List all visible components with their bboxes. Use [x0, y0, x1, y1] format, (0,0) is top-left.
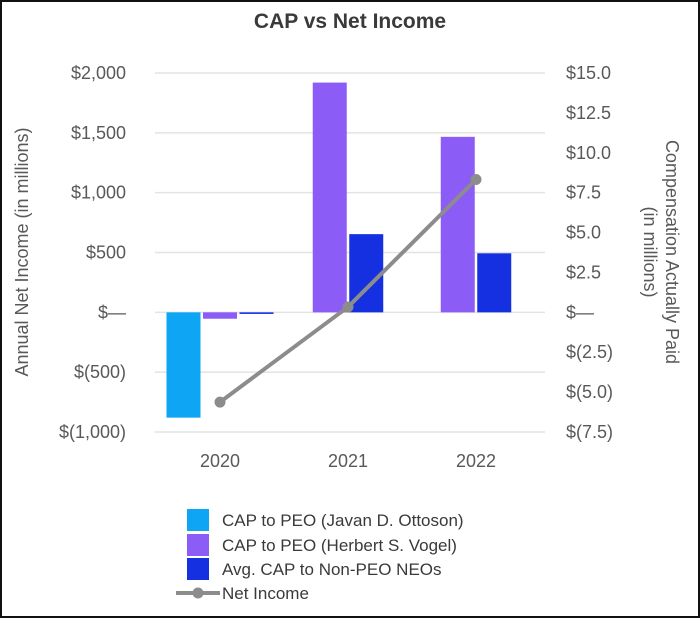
legend-swatch-avg-cap-to-non-peo-neos	[187, 558, 209, 580]
left-tick-label: $2,000	[71, 63, 126, 83]
left-tick-label: $—	[98, 302, 126, 322]
right-tick-label: $15.0	[566, 63, 611, 83]
x-tick-label: 2022	[456, 451, 496, 471]
x-tick-label: 2021	[328, 451, 368, 471]
bar-cap-to-peo-herbert-s-vogel-2020	[203, 312, 237, 319]
left-tick-label: $1,000	[71, 183, 126, 203]
bar-avg-cap-to-non-peo-neos-2020	[239, 312, 274, 314]
legend-label-cap-to-peo-herbert-s-vogel: CAP to PEO (Herbert S. Vogel)	[222, 536, 457, 555]
right-axis-label-line2: (in millions)	[640, 206, 660, 297]
right-axis-label-line1: Compensation Actually Paid	[662, 140, 682, 364]
left-axis-label: Annual Net Income (in millions)	[12, 127, 32, 376]
right-tick-label: $12.5	[566, 103, 611, 123]
bar-cap-to-peo-herbert-s-vogel-2022	[440, 136, 475, 313]
legend-marker-net-income	[192, 587, 204, 599]
chart-title: CAP vs Net Income	[254, 10, 446, 33]
x-tick-label: 2020	[200, 451, 240, 471]
net-income-point-2021	[342, 301, 354, 313]
right-tick-label: $—	[566, 302, 594, 322]
bars	[166, 82, 512, 418]
net-income-point-2022	[470, 174, 482, 186]
right-tick-label: $7.5	[566, 183, 601, 203]
left-axis-ticks: $2,000 $1,500 $1,000 $500 $— $(500) $(1,000)	[59, 63, 126, 442]
right-axis-ticks: $15.0 $12.5 $10.0 $7.5 $5.0 $2.5 $— $(2.5) $(5.0…	[566, 63, 613, 442]
right-tick-label: $(5.0)	[566, 382, 613, 402]
legend-label-avg-cap-to-non-peo-neos: Avg. CAP to Non-PEO NEOs	[222, 560, 442, 579]
right-tick-label: $10.0	[566, 143, 611, 163]
x-axis-ticks: 2020 2021 2022	[200, 451, 496, 471]
left-tick-label: $(500)	[74, 362, 126, 382]
bar-cap-to-peo-javan-d-ottoson-2020	[166, 312, 201, 418]
right-tick-label: $5.0	[566, 223, 601, 243]
bar-avg-cap-to-non-peo-neos-2022	[477, 253, 512, 313]
net-income-point-2020	[214, 396, 226, 408]
net-income-line	[218, 178, 478, 404]
legend: CAP to PEO (Javan D. Ottoson) CAP to PEO …	[176, 509, 464, 603]
legend-swatch-cap-to-peo-herbert-s-vogel	[187, 534, 209, 556]
right-tick-label: $2.5	[566, 262, 601, 282]
left-tick-label: $500	[86, 243, 126, 263]
left-tick-label: $1,500	[71, 123, 126, 143]
right-tick-label: $(7.5)	[566, 422, 613, 442]
left-tick-label: $(1,000)	[59, 422, 126, 442]
net-income-line-group	[214, 174, 482, 408]
right-tick-label: $(2.5)	[566, 342, 613, 362]
bar-cap-to-peo-herbert-s-vogel-2021	[312, 82, 347, 313]
legend-label-net-income: Net Income	[222, 584, 309, 603]
legend-swatch-cap-to-peo-javan-d-ottoson	[187, 509, 209, 531]
legend-label-cap-to-peo-javan-d-ottoson: CAP to PEO (Javan D. Ottoson)	[222, 511, 464, 530]
